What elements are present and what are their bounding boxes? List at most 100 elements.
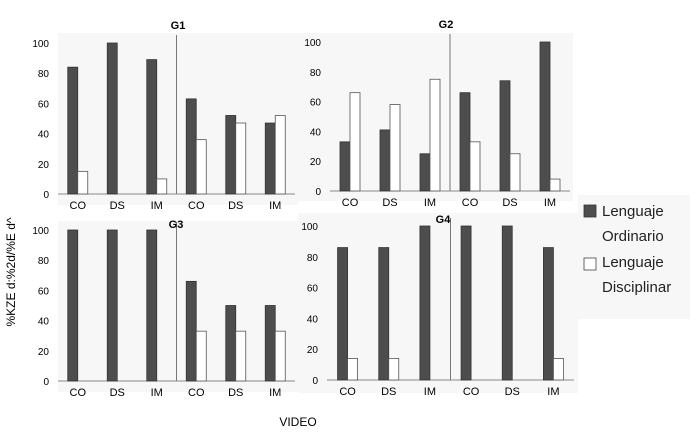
bar-lenguaje-ordinario xyxy=(106,42,118,195)
bar-lenguaje-ordinario xyxy=(339,141,351,192)
x-axis-label: VIDEO xyxy=(279,415,316,429)
y-tick-label: 20 xyxy=(310,157,322,168)
legend-swatch-lenguaje-ordinario xyxy=(583,204,597,218)
bar-lenguaje-ordinario xyxy=(539,41,551,192)
y-tick-label: 80 xyxy=(38,256,50,267)
bar-lenguaje-ordinario xyxy=(146,229,158,382)
bar-lenguaje-disciplinar xyxy=(549,178,561,192)
y-axis-label: %KZE d:%2d/%E d^ xyxy=(4,217,18,326)
bar-lenguaje-ordinario xyxy=(264,305,276,382)
bar-lenguaje-disciplinar xyxy=(274,115,286,195)
x-tick-label: DS xyxy=(505,386,520,398)
bar-lenguaje-disciplinar xyxy=(429,78,441,192)
x-tick-label: DS xyxy=(382,197,397,209)
panel-title: G2 xyxy=(439,19,454,31)
y-tick-label: 80 xyxy=(38,69,50,80)
bar-lenguaje-disciplinar xyxy=(235,122,247,195)
panel-g3: 0 20 40 60 80 100 CO DS IM CO DS IM G3 xyxy=(32,219,298,399)
x-tick-label: CO xyxy=(188,200,205,212)
x-tick-label: CO xyxy=(463,386,480,398)
y-tick-label: 100 xyxy=(304,38,321,49)
x-tick-label: DS xyxy=(228,387,243,399)
y-tick-label: 40 xyxy=(38,317,50,328)
bar-lenguaje-ordinario xyxy=(185,98,197,195)
legend-swatch-lenguaje-disciplinar xyxy=(583,257,597,271)
bar-lenguaje-disciplinar xyxy=(235,330,247,382)
bar-lenguaje-ordinario xyxy=(106,229,118,382)
bar-lenguaje-disciplinar xyxy=(469,141,481,192)
panel-g2: 0 20 40 60 80 100 CO DS IM CO DS IM G2 xyxy=(295,19,573,209)
bar-lenguaje-ordinario xyxy=(337,247,348,381)
bar-lenguaje-ordinario xyxy=(379,129,391,192)
x-tick-label: IM xyxy=(547,386,559,398)
bar-lenguaje-ordinario xyxy=(501,225,513,381)
panel-title: G4 xyxy=(436,214,452,226)
bar-lenguaje-ordinario xyxy=(378,247,390,381)
x-tick-label: IM xyxy=(151,200,163,212)
bar-lenguaje-disciplinar xyxy=(195,139,207,195)
bar-lenguaje-disciplinar xyxy=(274,330,286,382)
x-tick-label: CO xyxy=(70,200,87,212)
bar-lenguaje-disciplinar xyxy=(195,330,207,382)
bar-lenguaje-ordinario xyxy=(264,122,276,195)
y-tick-label: 0 xyxy=(315,187,321,198)
bar-lenguaje-disciplinar xyxy=(347,358,358,381)
y-tick-label: 60 xyxy=(38,286,50,297)
x-tick-label: CO xyxy=(462,197,479,209)
y-tick-label: 100 xyxy=(32,39,49,50)
panel-background xyxy=(58,33,298,205)
bar-lenguaje-ordinario xyxy=(419,225,431,381)
x-tick-label: DS xyxy=(381,386,396,398)
bar-lenguaje-disciplinar xyxy=(389,104,401,192)
x-tick-label: DS xyxy=(502,197,517,209)
y-tick-label: 20 xyxy=(307,345,319,356)
bar-lenguaje-ordinario xyxy=(460,225,472,381)
bar-lenguaje-ordinario xyxy=(225,305,237,382)
panel-background xyxy=(58,221,298,392)
y-tick-label: 0 xyxy=(43,377,49,388)
y-tick-label: 60 xyxy=(307,284,319,295)
x-tick-label: DS xyxy=(228,200,243,212)
y-tick-label: 20 xyxy=(38,347,50,358)
bar-lenguaje-ordinario xyxy=(499,80,511,192)
y-tick-label: 0 xyxy=(312,376,318,387)
x-tick-label: DS xyxy=(110,387,125,399)
bar-lenguaje-disciplinar xyxy=(388,358,400,381)
x-tick-label: IM xyxy=(424,386,436,398)
bar-lenguaje-ordinario xyxy=(459,92,471,192)
x-tick-label: CO xyxy=(70,387,87,399)
y-tick-label: 20 xyxy=(38,160,50,171)
bar-lenguaje-disciplinar xyxy=(349,92,361,192)
y-tick-label: 60 xyxy=(38,99,50,110)
y-tick-label: 80 xyxy=(307,253,319,264)
bar-lenguaje-ordinario xyxy=(185,280,197,382)
panels: 0 20 40 60 80 100 CO DS IM CO DS IM G1 0 20 40 60 80 100 CO… xyxy=(32,19,578,399)
x-tick-label: IM xyxy=(269,200,281,212)
bar-lenguaje-ordinario xyxy=(67,66,79,195)
panel-g1: 0 20 40 60 80 100 CO DS IM CO DS IM G1 xyxy=(32,20,298,212)
x-tick-label: IM xyxy=(544,197,556,209)
x-tick-label: CO xyxy=(188,387,205,399)
panel-g4: 0 20 40 60 80 100 CO DS IM CO DS IM G4 xyxy=(298,213,578,398)
x-tick-label: IM xyxy=(269,387,281,399)
y-tick-label: 80 xyxy=(310,68,322,79)
bar-lenguaje-disciplinar xyxy=(77,170,89,195)
bar-lenguaje-ordinario xyxy=(225,115,237,195)
y-tick-label: 100 xyxy=(301,222,318,233)
bar-lenguaje-disciplinar xyxy=(553,358,564,381)
legend-label-lenguaje-ordinario: Lenguaje Ordinario xyxy=(602,203,668,245)
y-tick-label: 60 xyxy=(310,98,322,109)
bar-lenguaje-ordinario xyxy=(146,59,158,195)
x-tick-label: IM xyxy=(151,387,163,399)
bar-lenguaje-disciplinar xyxy=(509,153,521,192)
bar-lenguaje-ordinario xyxy=(543,247,554,381)
y-tick-label: 0 xyxy=(43,190,49,201)
y-tick-label: 40 xyxy=(38,130,50,141)
x-tick-label: DS xyxy=(110,200,125,212)
bar-lenguaje-ordinario xyxy=(419,153,431,192)
bar-lenguaje-ordinario xyxy=(67,229,79,382)
panel-title: G3 xyxy=(169,219,184,231)
y-tick-label: 100 xyxy=(32,226,49,237)
y-tick-label: 40 xyxy=(310,127,322,138)
